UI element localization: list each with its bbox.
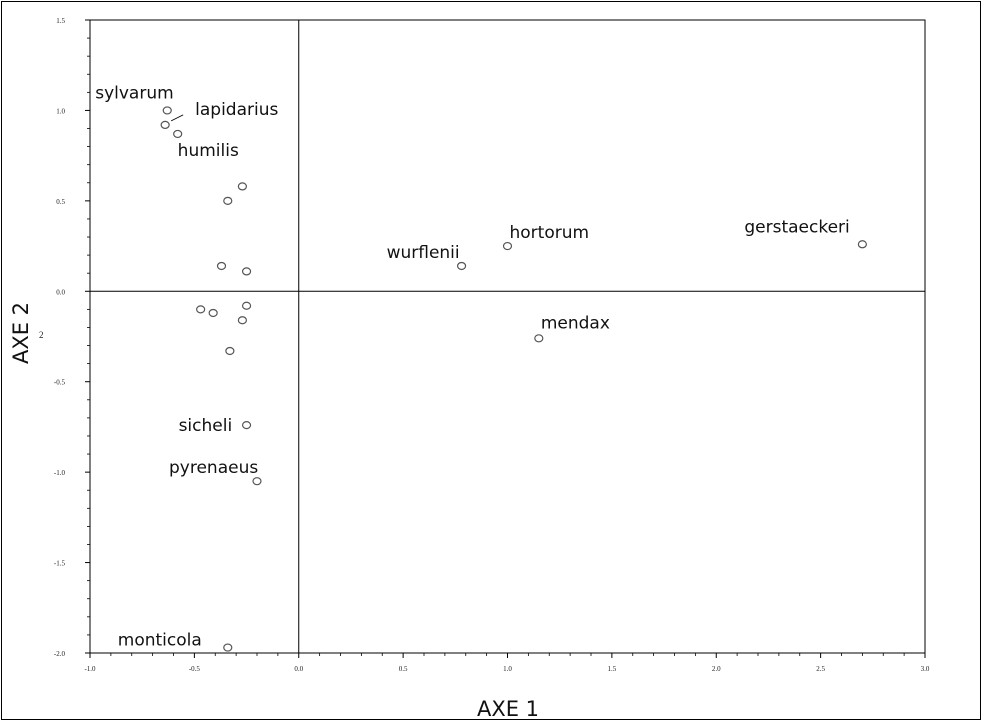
data-point	[237, 182, 247, 191]
y-axis-title: AXE 2	[9, 302, 33, 364]
x-tick-label: 3.0	[921, 665, 930, 673]
data-point	[216, 261, 227, 271]
y-tick-label: -1.0	[54, 469, 66, 477]
data-point	[160, 120, 170, 129]
x-axis-title: AXE 1	[477, 697, 539, 721]
point-label: humilis	[178, 141, 239, 161]
x-tick-label: -0.5	[189, 665, 201, 673]
axis-ticks: -1.0 -0.5 0.0 0.5 1.0 1.5 2.0 2.5 3.0 1.5 1.0 0.5 0.…	[54, 17, 930, 673]
x-tick-label: 0.5	[399, 665, 408, 673]
x-tick-label: 0.0	[294, 665, 303, 673]
x-tick-label: -1.0	[84, 665, 96, 673]
point-label: pyrenaeus	[169, 458, 258, 478]
data-point	[502, 241, 513, 251]
y-tick-label: 0.0	[56, 288, 65, 296]
x-tick-label: 2.0	[712, 665, 721, 673]
data-point	[208, 308, 218, 318]
data-points	[160, 106, 867, 652]
point-label: monticola	[118, 631, 202, 651]
label-leader-line	[170, 114, 184, 122]
stray-axis-mark: 2	[39, 330, 44, 340]
point-labels: sylvarum lapidarius humilis wurflenii hortor…	[95, 83, 850, 650]
point-label: sicheli	[179, 416, 233, 436]
y-tick-label: -2.0	[54, 650, 66, 658]
data-point	[237, 316, 247, 325]
data-point	[857, 240, 867, 249]
point-label: mendax	[541, 313, 610, 333]
data-point	[162, 106, 172, 115]
point-label: hortorum	[510, 223, 590, 243]
data-point	[241, 421, 252, 430]
data-point	[173, 129, 183, 139]
y-tick-label: 0.5	[56, 198, 65, 206]
x-tick-label: 1.0	[503, 665, 512, 673]
data-point	[241, 267, 252, 276]
data-point	[196, 305, 206, 314]
y-tick-label: -0.5	[54, 379, 66, 387]
point-label: gerstaeckeri	[744, 217, 849, 237]
data-point	[241, 301, 252, 310]
data-point	[534, 334, 544, 343]
point-label: lapidarius	[195, 100, 278, 120]
data-point	[252, 477, 262, 486]
x-tick-label: 2.5	[816, 665, 825, 673]
y-tick-label: -1.5	[54, 560, 66, 568]
point-label: wurflenii	[387, 243, 460, 263]
data-point	[223, 196, 233, 205]
y-tick-label: 1.5	[56, 17, 65, 25]
data-point	[456, 261, 467, 271]
data-point	[223, 643, 233, 652]
point-label: sylvarum	[95, 83, 173, 103]
x-tick-label: 1.5	[608, 665, 617, 673]
y-tick-label: 1.0	[56, 107, 65, 115]
reference-lines	[90, 20, 925, 653]
data-point	[225, 346, 235, 356]
